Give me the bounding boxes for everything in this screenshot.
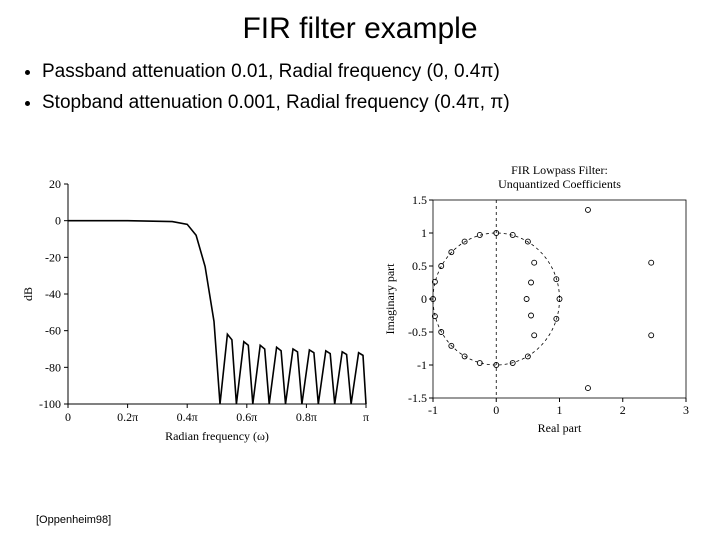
svg-text:-100: -100 — [39, 397, 61, 411]
svg-text:0.4π: 0.4π — [177, 410, 198, 424]
pole-zero-chart: FIR Lowpass Filter:Unquantized Coefficie… — [378, 160, 698, 440]
svg-text:1: 1 — [557, 403, 563, 417]
svg-text:0: 0 — [65, 410, 71, 424]
svg-text:-20: -20 — [45, 250, 61, 264]
svg-text:0: 0 — [55, 214, 61, 228]
svg-text:Real part: Real part — [538, 421, 582, 435]
svg-text:1: 1 — [421, 226, 427, 240]
svg-text:0: 0 — [421, 292, 427, 306]
slide-title: FIR filter example — [20, 12, 700, 46]
svg-text:0.8π: 0.8π — [296, 410, 317, 424]
svg-text:0: 0 — [493, 403, 499, 417]
svg-text:-0.5: -0.5 — [408, 325, 427, 339]
svg-text:3: 3 — [683, 403, 689, 417]
chart-area: -100-80-60-40-2002000.2π0.4π0.6π0.8ππRad… — [18, 170, 698, 470]
svg-text:π: π — [363, 410, 369, 424]
svg-text:-1.5: -1.5 — [408, 391, 427, 405]
svg-text:-40: -40 — [45, 287, 61, 301]
svg-text:2: 2 — [620, 403, 626, 417]
svg-text:0.2π: 0.2π — [117, 410, 138, 424]
svg-text:-80: -80 — [45, 360, 61, 374]
list-item: Passband attenuation 0.01, Radial freque… — [42, 58, 690, 87]
svg-text:20: 20 — [49, 177, 61, 191]
svg-text:-1: -1 — [417, 358, 427, 372]
svg-text:0.6π: 0.6π — [236, 410, 257, 424]
citation-footer: [Oppenheim98] — [36, 514, 111, 526]
svg-text:dB: dB — [21, 287, 35, 301]
magnitude-response-chart: -100 -80 -60 -40 -20 0 20 0 0.2π 0.4π 0.6π 0.8π π Rad… — [18, 170, 378, 450]
svg-text:Unquantized Coefficients: Unquantized Coefficients — [498, 177, 621, 191]
svg-text:0.5: 0.5 — [412, 259, 427, 273]
svg-text:Imaginary part: Imaginary part — [383, 263, 397, 335]
svg-text:-60: -60 — [45, 324, 61, 338]
svg-text:Radian frequency (ω): Radian frequency (ω) — [165, 429, 269, 443]
svg-text:1.5: 1.5 — [412, 193, 427, 207]
svg-text:-1: -1 — [428, 403, 438, 417]
list-item: Stopband attenuation 0.001, Radial frequ… — [42, 89, 690, 118]
bullet-list: Passband attenuation 0.01, Radial freque… — [42, 58, 690, 117]
svg-text:FIR Lowpass Filter:: FIR Lowpass Filter: — [511, 163, 608, 177]
